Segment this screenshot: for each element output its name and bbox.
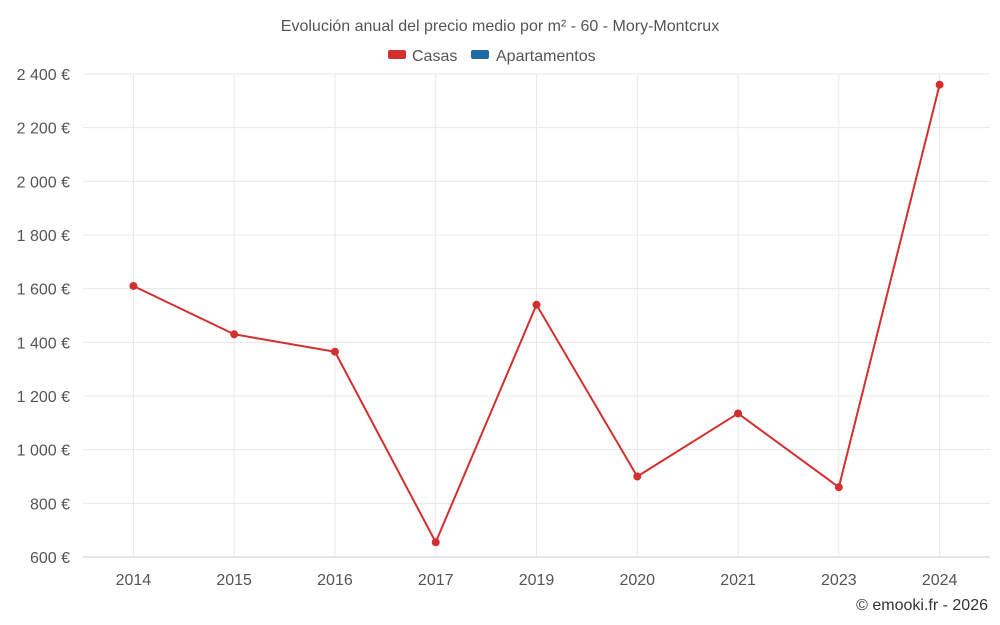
data-point-casas-2014[interactable] [129, 281, 138, 290]
y-tick-label: 600 € [30, 550, 70, 567]
chart-title: Evolución anual del precio medio por m² … [281, 18, 719, 35]
legend-swatch-casas [388, 50, 406, 59]
y-tick-label: 1 000 € [17, 443, 70, 460]
y-tick-label: 2 200 € [17, 121, 70, 138]
x-tick-label: 2023 [821, 572, 857, 589]
x-tick-label: 2016 [317, 572, 353, 589]
data-point-casas-2021[interactable] [734, 409, 743, 418]
series-casas [129, 80, 944, 547]
x-tick-label: 2014 [116, 572, 152, 589]
x-tick-label: 2021 [720, 572, 756, 589]
credit-text: © emooki.fr - 2026 [856, 597, 988, 614]
legend: Casas Apartamentos [388, 48, 596, 65]
data-point-casas-2023[interactable] [834, 483, 843, 492]
legend-item-apartamentos[interactable]: Apartamentos [471, 48, 596, 65]
data-point-casas-2019[interactable] [532, 300, 541, 309]
x-tick-label: 2015 [216, 572, 252, 589]
data-point-casas-2020[interactable] [633, 472, 642, 481]
data-point-casas-2017[interactable] [431, 538, 440, 547]
y-tick-label: 1 400 € [17, 335, 70, 352]
legend-swatch-apartamentos [471, 50, 489, 59]
data-point-casas-2024[interactable] [935, 80, 944, 89]
x-tick-label: 2017 [418, 572, 454, 589]
x-tick-label: 2020 [619, 572, 655, 589]
y-tick-label: 1 800 € [17, 228, 70, 245]
x-tick-label: 2024 [922, 572, 958, 589]
x-tick-label: 2019 [519, 572, 555, 589]
y-tick-label: 2 400 € [17, 67, 70, 84]
y-tick-label: 1 200 € [17, 389, 70, 406]
y-axis-tick-labels: 600 € 800 € 1 000 € 1 200 € 1 400 € 1 600 € 1 … [17, 67, 70, 567]
data-point-casas-2015[interactable] [230, 330, 239, 339]
y-tick-label: 1 600 € [17, 282, 70, 299]
legend-label-casas: Casas [412, 48, 457, 65]
y-tick-label: 2 000 € [17, 174, 70, 191]
x-axis-tick-labels: 2014 2015 2016 2017 2019 2020 2021 2023 2024 [116, 572, 958, 589]
data-point-casas-2016[interactable] [330, 347, 339, 356]
legend-item-casas[interactable]: Casas [388, 48, 457, 65]
legend-label-apartamentos: Apartamentos [496, 48, 596, 65]
vertical-gridlines [132, 74, 941, 557]
y-tick-label: 800 € [30, 496, 70, 513]
